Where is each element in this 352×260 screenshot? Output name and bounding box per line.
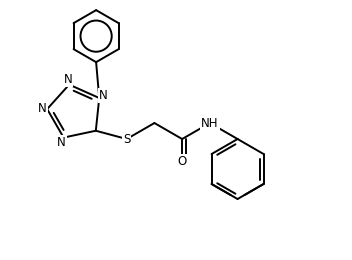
Text: N: N (64, 73, 73, 86)
Text: N: N (38, 102, 46, 115)
Text: O: O (177, 154, 187, 167)
Text: N: N (57, 136, 66, 149)
Text: NH: NH (201, 116, 219, 129)
Text: N: N (99, 89, 108, 102)
Text: S: S (123, 133, 130, 146)
